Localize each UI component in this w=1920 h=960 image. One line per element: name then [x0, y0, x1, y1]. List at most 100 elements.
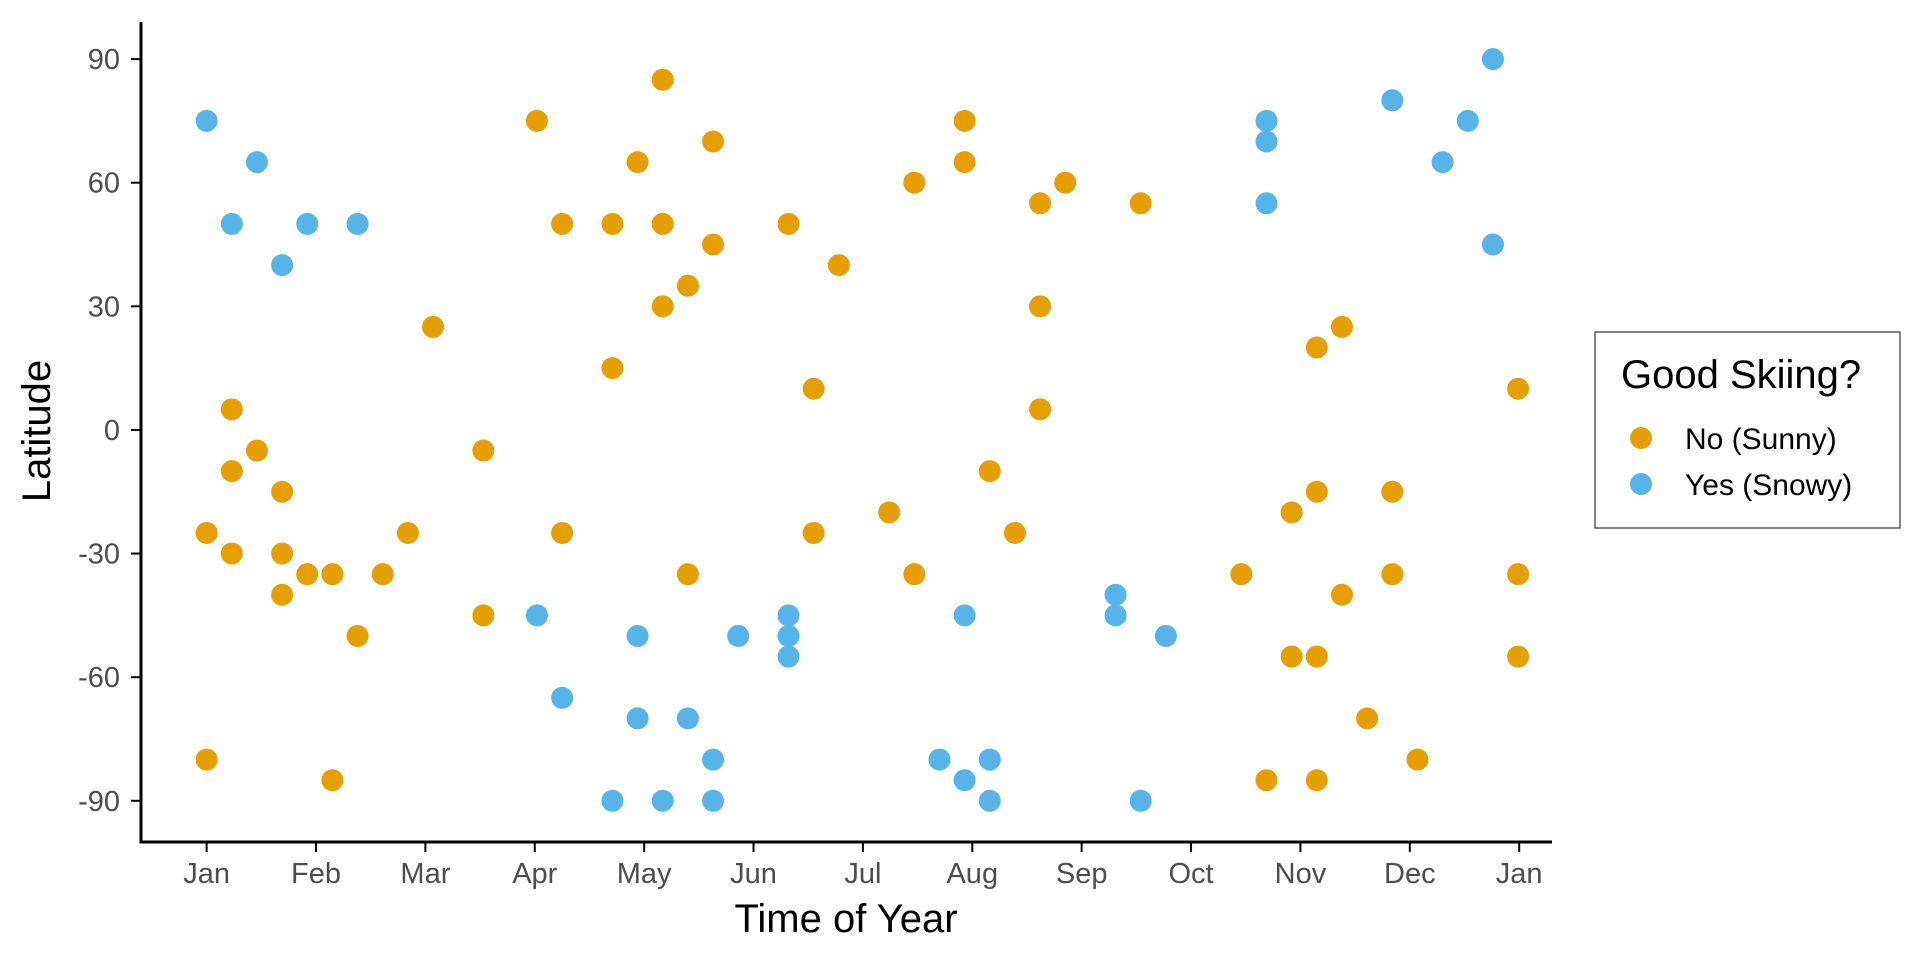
- data-point-no-sunny: [1305, 480, 1328, 503]
- x-tick-label: May: [617, 858, 672, 890]
- data-point-yes-snowy: [978, 748, 1001, 771]
- y-tick-label: 0: [104, 415, 120, 447]
- y-tick-label: -60: [78, 662, 120, 694]
- data-point-no-sunny: [903, 171, 926, 194]
- data-point-yes-snowy: [777, 645, 800, 668]
- x-tick-label: Dec: [1384, 858, 1436, 890]
- data-point-yes-snowy: [978, 789, 1001, 812]
- y-axis-ticks: 90 60 30 0 -30 -60 -90: [78, 44, 141, 818]
- data-point-yes-snowy: [928, 748, 951, 771]
- data-point-yes-snowy: [727, 624, 750, 647]
- data-point-no-sunny: [601, 212, 624, 235]
- data-point-yes-snowy: [777, 624, 800, 647]
- y-tick-label: 30: [88, 291, 120, 323]
- data-point-yes-snowy: [1431, 151, 1454, 174]
- data-point-no-sunny: [245, 439, 268, 462]
- data-point-no-sunny: [878, 501, 901, 524]
- data-point-no-sunny: [1507, 377, 1530, 400]
- data-point-yes-snowy: [1129, 789, 1152, 812]
- data-point-no-sunny: [396, 521, 419, 544]
- x-tick-label: Oct: [1168, 858, 1213, 890]
- data-point-yes-snowy: [1255, 130, 1278, 153]
- data-point-yes-snowy: [777, 604, 800, 627]
- data-point-yes-snowy: [626, 624, 649, 647]
- data-point-no-sunny: [702, 233, 725, 256]
- data-point-no-sunny: [777, 212, 800, 235]
- x-tick-label: Jul: [844, 858, 881, 890]
- data-point-no-sunny: [702, 130, 725, 153]
- data-point-yes-snowy: [195, 109, 218, 132]
- data-point-no-sunny: [1381, 563, 1404, 586]
- data-point-no-sunny: [220, 398, 243, 421]
- data-point-yes-snowy: [551, 686, 574, 709]
- data-point-no-sunny: [802, 377, 825, 400]
- data-point-no-sunny: [422, 315, 445, 338]
- data-point-no-sunny: [1305, 769, 1328, 792]
- data-point-yes-snowy: [220, 212, 243, 235]
- y-tick-label: -30: [78, 539, 120, 571]
- data-point-yes-snowy: [1104, 583, 1127, 606]
- data-point-no-sunny: [321, 769, 344, 792]
- data-point-no-sunny: [651, 212, 674, 235]
- data-point-yes-snowy: [601, 789, 624, 812]
- data-point-yes-snowy: [1255, 109, 1278, 132]
- data-point-no-sunny: [953, 151, 976, 174]
- data-point-no-sunny: [271, 583, 294, 606]
- data-point-no-sunny: [1280, 501, 1303, 524]
- data-point-yes-snowy: [1154, 624, 1177, 647]
- legend-label-no-sunny: No (Sunny): [1685, 423, 1837, 456]
- data-point-no-sunny: [195, 521, 218, 544]
- data-point-no-sunny: [472, 439, 495, 462]
- x-tick-label: Aug: [946, 858, 998, 890]
- data-point-no-sunny: [651, 68, 674, 91]
- x-tick-label: Jan: [1496, 858, 1543, 890]
- data-point-no-sunny: [271, 480, 294, 503]
- data-point-no-sunny: [1029, 398, 1052, 421]
- data-point-yes-snowy: [1255, 192, 1278, 215]
- data-point-yes-snowy: [525, 604, 548, 627]
- data-point-yes-snowy: [1104, 604, 1127, 627]
- data-point-no-sunny: [827, 254, 850, 277]
- data-point-yes-snowy: [1456, 109, 1479, 132]
- points-layer: [195, 48, 1530, 812]
- data-point-no-sunny: [1356, 707, 1379, 730]
- data-point-no-sunny: [296, 563, 319, 586]
- data-point-yes-snowy: [651, 789, 674, 812]
- data-point-no-sunny: [346, 624, 369, 647]
- data-point-no-sunny: [1054, 171, 1077, 194]
- data-point-yes-snowy: [702, 789, 725, 812]
- data-point-yes-snowy: [1381, 89, 1404, 112]
- data-point-no-sunny: [676, 563, 699, 586]
- y-tick-label: 60: [88, 168, 120, 200]
- data-point-no-sunny: [551, 212, 574, 235]
- data-point-no-sunny: [220, 460, 243, 483]
- legend-label-yes-snowy: Yes (Snowy): [1685, 469, 1852, 502]
- data-point-no-sunny: [1230, 563, 1253, 586]
- legend-key-no-sunny: [1630, 427, 1652, 449]
- data-point-no-sunny: [472, 604, 495, 627]
- data-point-no-sunny: [1305, 645, 1328, 668]
- data-point-no-sunny: [1305, 336, 1328, 359]
- legend: Good Skiing? No (Sunny) Yes (Snowy): [1594, 331, 1901, 529]
- data-point-no-sunny: [953, 109, 976, 132]
- data-point-no-sunny: [1507, 645, 1530, 668]
- data-point-no-sunny: [1330, 583, 1353, 606]
- data-point-no-sunny: [1003, 521, 1026, 544]
- data-point-no-sunny: [195, 748, 218, 771]
- data-point-no-sunny: [1280, 645, 1303, 668]
- data-point-yes-snowy: [953, 604, 976, 627]
- x-axis-ticks: Jan Feb Mar Apr May Jun Jul Aug Sep Oct Nov Dec Jan: [183, 842, 1543, 890]
- data-point-no-sunny: [1029, 295, 1052, 318]
- data-point-no-sunny: [978, 460, 1001, 483]
- x-axis-title: Time of Year: [734, 897, 957, 941]
- data-point-no-sunny: [525, 109, 548, 132]
- data-point-no-sunny: [1507, 563, 1530, 586]
- data-point-no-sunny: [1255, 769, 1278, 792]
- data-point-no-sunny: [651, 295, 674, 318]
- data-point-no-sunny: [676, 274, 699, 297]
- data-point-yes-snowy: [953, 769, 976, 792]
- data-point-no-sunny: [1129, 192, 1152, 215]
- y-axis-title: Latitude: [15, 360, 59, 502]
- data-point-no-sunny: [271, 542, 294, 565]
